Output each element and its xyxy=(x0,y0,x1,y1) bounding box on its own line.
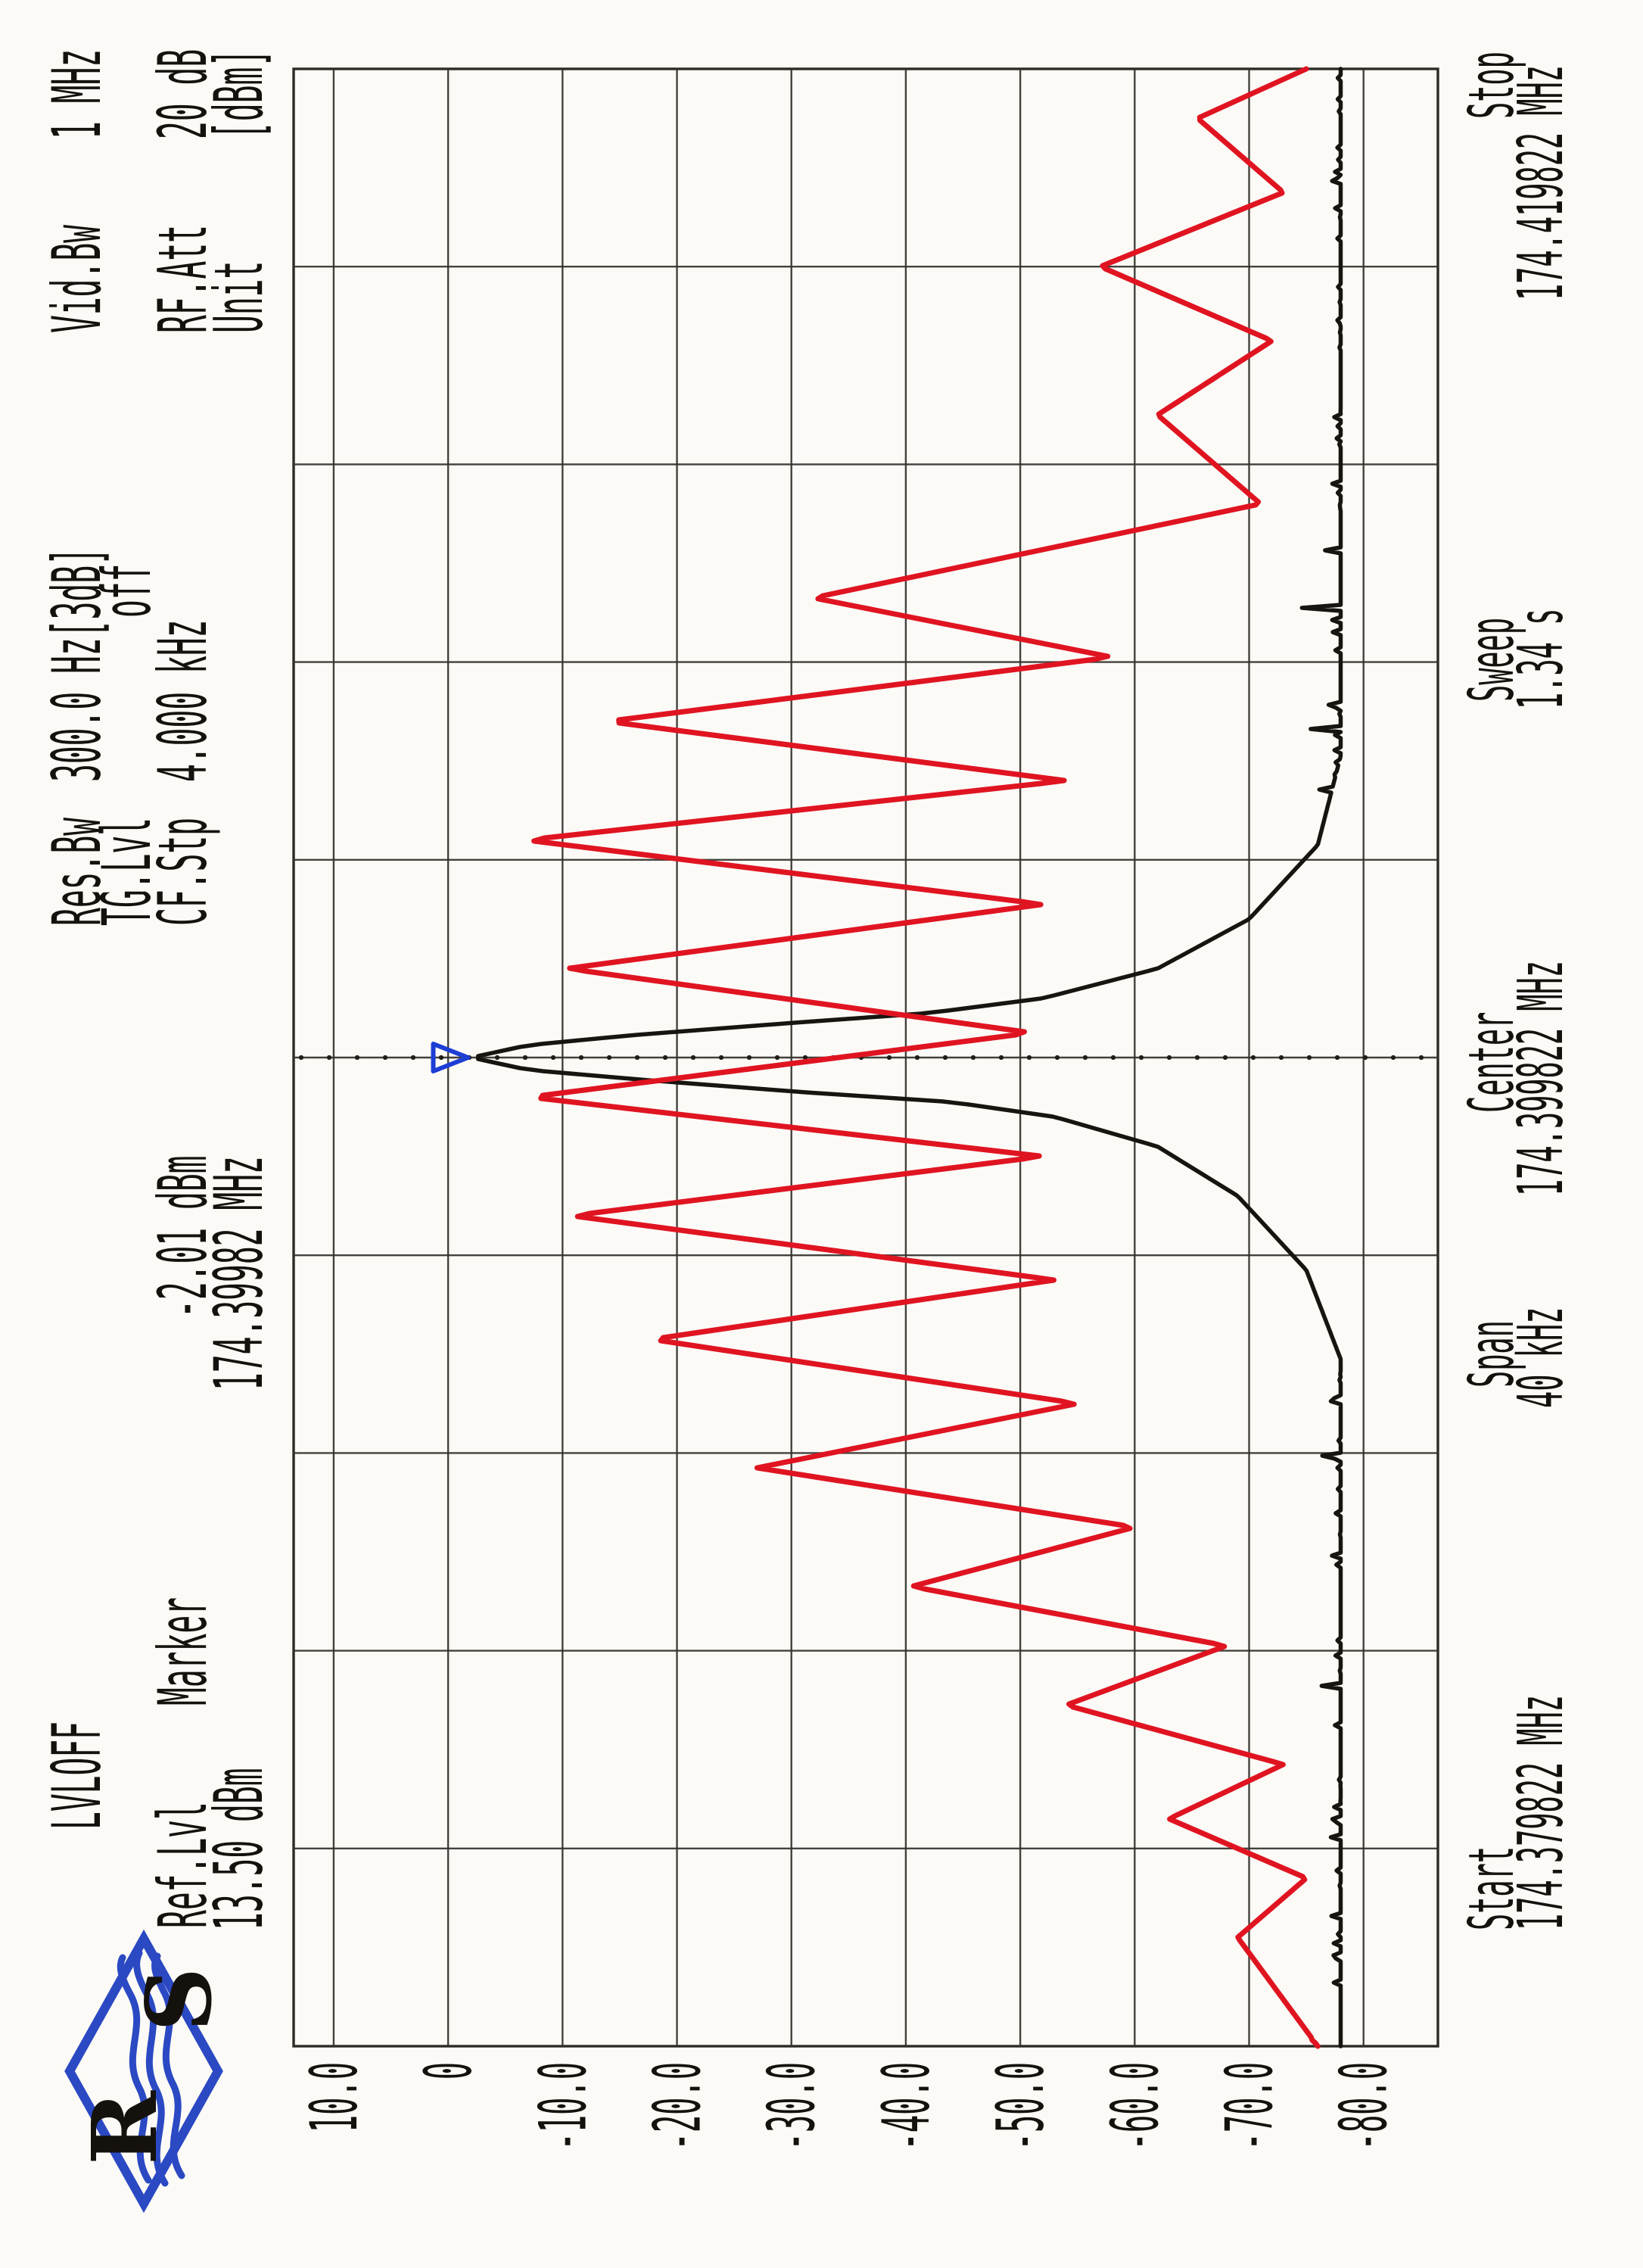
trace-maxhold-red xyxy=(531,66,1321,2049)
y-tick-label-5: -40.0 xyxy=(868,2062,944,2150)
center-line-dot xyxy=(1082,1055,1088,1061)
center-line-dot xyxy=(1334,1055,1340,1061)
center-line-dot xyxy=(998,1055,1004,1061)
center-line-dot xyxy=(634,1055,640,1061)
center-line-dot xyxy=(354,1055,360,1061)
center-line-dot xyxy=(1390,1055,1396,1061)
grid xyxy=(292,67,1439,2048)
tg-lvl-value: off xyxy=(89,563,166,618)
center-line-dot xyxy=(550,1055,556,1061)
center-line-dot xyxy=(774,1055,780,1061)
center-line-dot xyxy=(746,1055,752,1061)
center-line-dot xyxy=(970,1055,976,1061)
rohde-schwarz-logo: R S xyxy=(64,1929,232,2213)
res-bw-label: Res.Bw xyxy=(39,817,117,926)
y-tick-label-2: -10.0 xyxy=(524,2062,601,2150)
trace-carrier-black xyxy=(476,67,1343,2048)
marker-level: -2.01 dBm xyxy=(145,1155,222,1318)
center-line-dot xyxy=(942,1055,948,1061)
y-tick-label-9: -80.0 xyxy=(1326,2062,1402,2150)
center-line-dot xyxy=(886,1055,892,1061)
center-line-dot xyxy=(494,1055,500,1061)
unit-value: [dBm] xyxy=(201,49,279,139)
center-line-dot xyxy=(1418,1055,1424,1061)
y-tick-label-7: -60.0 xyxy=(1097,2062,1173,2150)
center-line-dot xyxy=(690,1055,696,1061)
center-line-dot xyxy=(1362,1055,1368,1061)
center-line-dot xyxy=(1250,1055,1256,1061)
start-value: 174.379822 MHz xyxy=(1505,1695,1576,1930)
marker-triangle-icon xyxy=(431,1042,471,1073)
unit-label: Unit xyxy=(201,261,279,333)
marker-freq: 174.39982 MHz xyxy=(201,1156,279,1391)
center-line-dot xyxy=(382,1055,388,1061)
center-line-dot xyxy=(522,1055,528,1061)
center-frequency-dotted-line xyxy=(298,1055,1424,1061)
sweep-label: Sweep xyxy=(1455,618,1527,702)
center-line-dot xyxy=(326,1055,332,1061)
rf-att-label: RF.Att xyxy=(145,225,222,333)
cf-stp-label: CF.Stp xyxy=(145,818,222,926)
y-tick-label-4: -30.0 xyxy=(754,2062,830,2150)
logo-letter-s: S xyxy=(126,1967,232,2032)
lvloff-label: LVLOFF xyxy=(39,1721,117,1830)
center-line-dot xyxy=(1054,1055,1060,1061)
center-line-dot xyxy=(1166,1055,1172,1061)
ref-lvl-label: Ref.Lvl xyxy=(145,1802,222,1928)
sweep-value: 1.34 s xyxy=(1505,609,1576,709)
start-label: Start xyxy=(1455,1846,1527,1930)
ref-lvl-value: 13.50 dBm xyxy=(201,1768,279,1930)
center-line-dot xyxy=(438,1055,444,1061)
center-line-dot xyxy=(802,1055,808,1061)
stop-value: 174.419822 MHz xyxy=(1505,65,1576,301)
vid-bw-value: 1 MHz xyxy=(39,49,117,139)
center-line-dot xyxy=(1026,1055,1032,1061)
y-tick-label-1: 0 xyxy=(410,2062,487,2080)
center-value: 174.399822 MHz xyxy=(1505,961,1576,1196)
cf-stp-value: 4.000 kHz xyxy=(145,619,222,782)
marker-label: Marker xyxy=(145,1597,222,1706)
center-line-dot xyxy=(1278,1055,1284,1061)
center-line-dot xyxy=(914,1055,920,1061)
center-line-dot xyxy=(1138,1055,1144,1061)
y-tick-label-8: -70.0 xyxy=(1212,2062,1288,2150)
center-line-dot xyxy=(1306,1055,1312,1061)
span-value: 40 kHz xyxy=(1505,1307,1576,1408)
logo-letter-r: R xyxy=(72,2090,177,2165)
y-tick-label-3: -20.0 xyxy=(639,2062,716,2150)
tg-lvl-label: TG.Lvl xyxy=(89,818,166,926)
logo-rhombus xyxy=(64,1929,223,2213)
center-label: Center xyxy=(1455,1012,1527,1113)
center-line-dot xyxy=(1110,1055,1116,1061)
y-tick-label-6: -50.0 xyxy=(982,2062,1059,2150)
span-label: Span xyxy=(1455,1320,1527,1388)
center-line-dot xyxy=(1222,1055,1228,1061)
center-line-dot xyxy=(606,1055,612,1061)
annotation-texts: LVLOFF Res.Bw 300.0 Hz[3dB] Vid.Bw 1 MHz TG.L… xyxy=(39,49,1576,2151)
center-line-dot xyxy=(1194,1055,1200,1061)
center-line-dot xyxy=(298,1055,304,1061)
stop-label: Stop xyxy=(1455,51,1527,119)
rf-att-value: 20 dB xyxy=(145,49,222,139)
center-line-dot xyxy=(662,1055,668,1061)
vid-bw-label: Vid.Bw xyxy=(39,224,117,333)
res-bw-value: 300.0 Hz[3dB] xyxy=(39,547,117,782)
center-line-dot xyxy=(578,1055,584,1061)
center-line-dot xyxy=(410,1055,416,1061)
center-line-dot xyxy=(718,1055,724,1061)
logo-waves-icon xyxy=(117,1949,185,2187)
y-tick-label-0: 10.0 xyxy=(296,2062,372,2132)
